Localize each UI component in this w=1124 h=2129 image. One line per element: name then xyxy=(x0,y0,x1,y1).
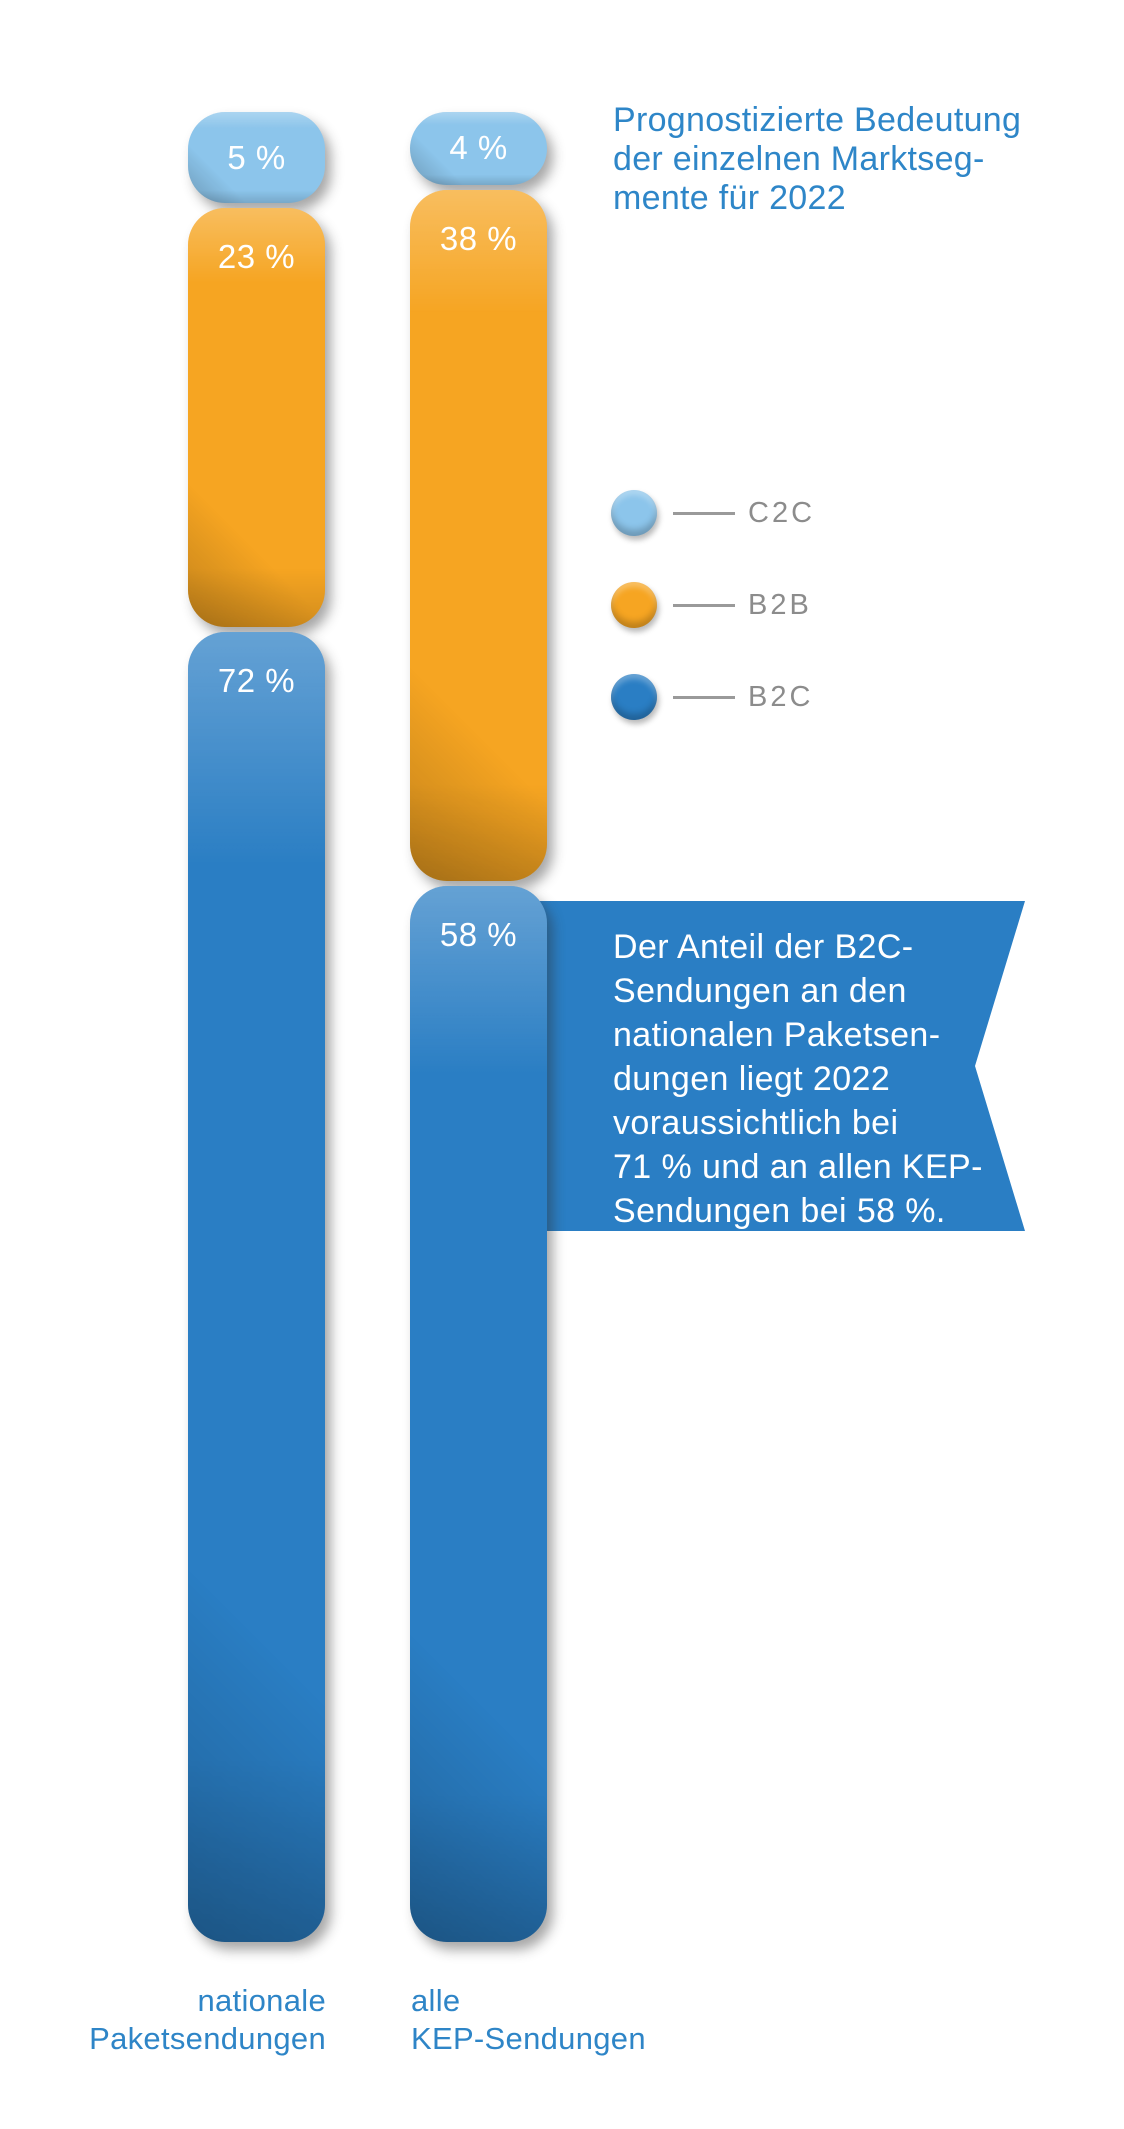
bar2-segment-b2c: 58 % xyxy=(410,886,547,1942)
callout-text-line: Sendungen bei 58 %. xyxy=(613,1192,946,1230)
bar-alle-kep-sendungen: 4 % 38 % 58 % xyxy=(410,112,547,1942)
segment-value-label: 72 % xyxy=(217,661,296,699)
callout-text-line: voraussichtlich bei xyxy=(613,1104,899,1142)
axis-label-nationale-paketsendungen: nationale Paketsendungen xyxy=(0,1982,326,2058)
legend-item-b2b: B2B xyxy=(611,582,815,628)
callout-banner: Der Anteil der B2C- Sendungen an den natio… xyxy=(500,901,1025,1231)
segment-value-label: 5 % xyxy=(227,138,286,176)
segment-value-label: 23 % xyxy=(217,238,296,275)
segment-value-label: 4 % xyxy=(449,129,508,167)
bar1-segment-b2c: 72 % xyxy=(188,631,325,1943)
bar2-segment-b2b: 38 % xyxy=(410,189,547,882)
legend-item-b2c: B2C xyxy=(611,674,815,720)
legend-label: C2C xyxy=(748,496,816,529)
legend: C2C B2B B2C xyxy=(611,490,815,720)
legend-connector-line xyxy=(673,511,735,515)
callout-text-line: 71 % und an allen KEP- xyxy=(613,1148,983,1186)
segment-value-label: 58 % xyxy=(439,916,518,954)
bar2-segment-c2c: 4 % xyxy=(410,112,547,185)
axis-label-line: nationale xyxy=(197,1983,326,2018)
chart-title: Prognostizierte Bedeutung der einzelnen M… xyxy=(613,101,1021,218)
bar1-segment-c2c: 5 % xyxy=(188,112,325,203)
legend-label: B2B xyxy=(748,588,812,621)
legend-item-c2c: C2C xyxy=(611,490,815,536)
legend-label: B2C xyxy=(748,680,814,713)
segment-value-label: 38 % xyxy=(439,219,518,257)
legend-dot-b2c xyxy=(611,674,657,720)
axis-label-line: Paketsendungen xyxy=(89,2021,326,2056)
legend-dot-b2b xyxy=(611,582,657,628)
axis-label-line: KEP-Sendungen xyxy=(411,2021,646,2056)
bar-nationale-paketsendungen: 5 % 23 % 72 % xyxy=(188,112,325,1943)
axis-label-line: alle xyxy=(411,1983,461,2018)
axis-label-alle-kep-sendungen: alle KEP-Sendungen xyxy=(411,1982,646,2058)
chart-title-line: der einzelnen Marktseg- xyxy=(613,140,985,178)
legend-connector-line xyxy=(673,603,735,607)
legend-dot-c2c xyxy=(611,490,657,536)
callout-text-line: dungen liegt 2022 xyxy=(613,1060,891,1098)
chart-title-line: Prognostizierte Bedeutung xyxy=(613,101,1022,139)
chart-title-line: mente für 2022 xyxy=(613,179,846,217)
callout-text-line: Der Anteil der B2C- xyxy=(613,928,914,966)
bar1-segment-b2b: 23 % xyxy=(188,208,325,627)
callout-text-line: nationalen Paketsen- xyxy=(613,1016,941,1054)
callout-text: Der Anteil der B2C- Sendungen an den natio… xyxy=(613,925,983,1233)
callout-text-line: Sendungen an den xyxy=(613,972,907,1010)
legend-connector-line xyxy=(673,695,735,699)
